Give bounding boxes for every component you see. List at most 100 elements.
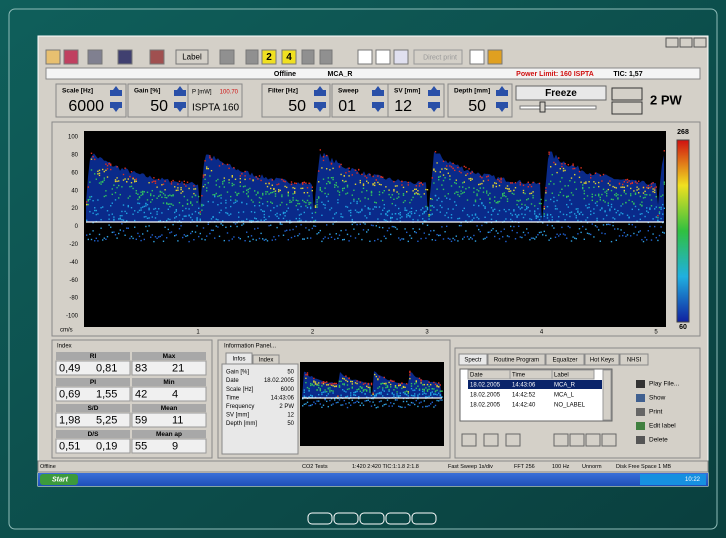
speckle [263,210,265,213]
tool-gray[interactable] [245,49,259,65]
speckle [234,191,237,194]
tool-layout[interactable] [357,49,373,65]
up-arrow[interactable] [496,86,508,96]
nav-button[interactable] [461,433,477,447]
up-arrow[interactable] [428,86,440,96]
up-arrow[interactable] [110,86,122,96]
tool-settings[interactable] [149,49,165,65]
tab[interactable] [458,353,488,366]
speckle [492,184,494,187]
speckle [194,194,197,197]
slider[interactable] [519,105,597,110]
tool-gray[interactable] [319,49,333,65]
tool-record[interactable] [63,49,79,65]
speckle [554,205,557,207]
tool-save[interactable] [117,49,133,65]
file-row[interactable] [468,380,602,389]
tool-page[interactable] [469,49,485,65]
nav-button[interactable] [411,512,437,525]
speckle [254,228,256,230]
file-cell: 18.02.2005 [470,383,501,389]
up-arrow[interactable] [314,86,326,96]
nav-button[interactable] [505,433,521,447]
speckle [239,238,241,240]
speckle [162,202,165,204]
tool-layout[interactable] [375,49,391,65]
tool-print[interactable] [87,49,103,65]
speckle [593,208,595,210]
speckle [386,214,389,217]
speckle [314,206,317,208]
channel-button[interactable] [281,49,297,65]
tab[interactable] [584,353,620,366]
speckle [124,178,126,180]
scrollbar[interactable] [602,369,612,421]
speckle [590,210,592,212]
y-label: -100 [66,314,79,320]
tool-grid[interactable] [393,49,409,65]
speckle [142,190,144,193]
nav-button[interactable] [483,433,499,447]
minimize[interactable] [665,37,679,48]
speckle [330,207,333,209]
speckle [374,394,376,397]
speckle [390,217,392,220]
speckle [385,213,387,216]
restore[interactable] [679,37,693,48]
direct-print-text: Direct print [423,54,457,61]
tool-hand[interactable] [219,49,235,65]
speckle [209,157,211,159]
speckle [630,235,632,237]
speckle [321,167,323,169]
up-arrow[interactable] [372,86,384,96]
nav-button[interactable] [585,433,601,447]
file-row[interactable] [468,390,602,399]
tool-exit[interactable] [487,49,503,65]
info-label: Time [226,395,240,401]
tool-open[interactable] [45,49,61,65]
action-icon[interactable] [636,394,645,402]
probe-icon[interactable] [611,87,643,101]
speckle [185,185,187,187]
down-arrow[interactable] [110,102,122,112]
speckle [394,204,397,207]
action-icon[interactable] [636,422,645,430]
speckle [257,178,259,180]
start-button[interactable] [40,474,78,485]
slider-thumb[interactable] [539,101,546,113]
action-icon[interactable] [636,408,645,416]
freeze-button[interactable] [515,85,607,101]
down-arrow[interactable] [496,102,508,112]
close[interactable] [693,37,707,48]
nav-button[interactable] [385,512,411,525]
nav-button[interactable] [359,512,385,525]
speckle [121,219,123,221]
probe-icon[interactable] [611,101,643,115]
tool-gray[interactable] [301,49,315,65]
down-arrow[interactable] [174,102,186,112]
file-row[interactable] [468,400,602,409]
label-button[interactable] [175,49,209,65]
channel-button[interactable] [261,49,277,65]
tab[interactable] [619,353,649,366]
nav-button[interactable] [553,433,569,447]
nav-button[interactable] [333,512,359,525]
action-icon[interactable] [636,380,645,388]
nav-button[interactable] [307,512,333,525]
speckle [617,197,619,199]
nav-button[interactable] [569,433,585,447]
action-icon[interactable] [636,436,645,444]
speckle [502,192,504,195]
direct-print-button[interactable] [413,49,463,65]
down-arrow[interactable] [372,102,384,112]
tab[interactable] [545,353,585,366]
speckle [625,235,627,238]
down-arrow[interactable] [428,102,440,112]
speckle [218,235,221,238]
speckle [337,201,339,204]
down-arrow[interactable] [314,102,326,112]
tab[interactable] [487,353,546,366]
up-arrow[interactable] [174,86,186,96]
nav-button[interactable] [601,433,617,447]
speckle [630,187,632,190]
